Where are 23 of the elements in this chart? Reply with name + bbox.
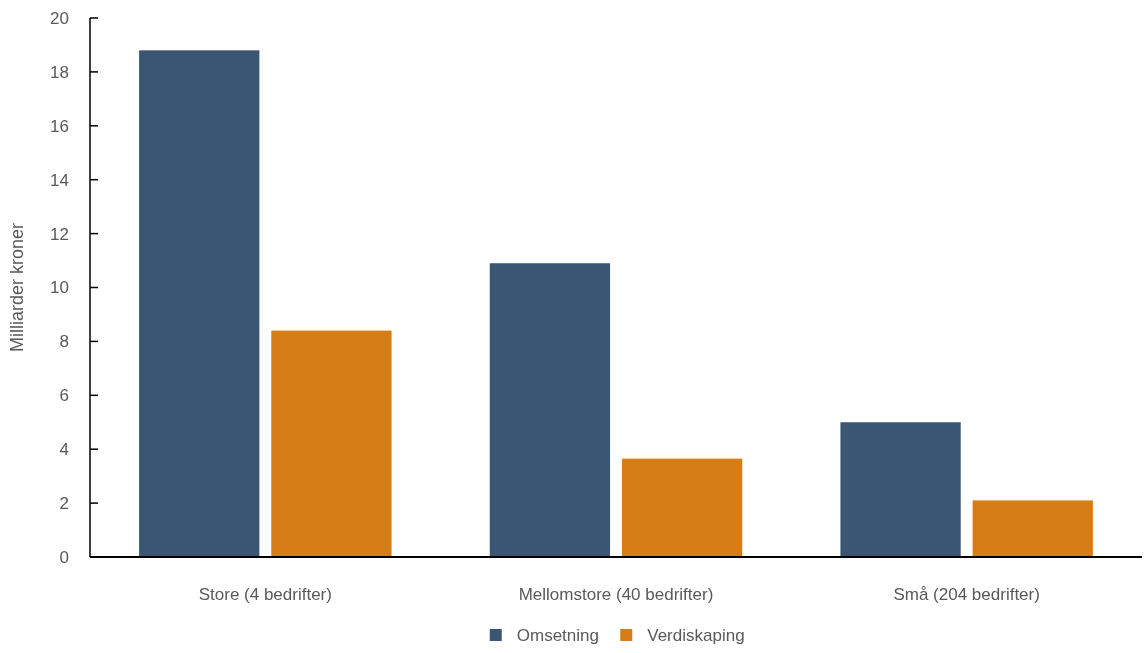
y-tick-label: 2 (59, 494, 69, 514)
bar (972, 500, 1093, 557)
y-tick-label: 0 (59, 547, 69, 567)
bar (489, 263, 611, 557)
bar (840, 422, 961, 557)
y-axis-title: Milliarder kroner (7, 222, 27, 353)
y-tick-label: 6 (59, 386, 69, 406)
legend-label: Verdiskaping (647, 625, 745, 645)
y-tick-label: 20 (50, 8, 69, 28)
legend-label: Omsetning (516, 625, 599, 645)
y-tick-label: 8 (59, 332, 69, 352)
bar (621, 458, 743, 557)
x-tick-label: Små (204 bedrifter) (893, 584, 1040, 604)
bar (139, 50, 260, 557)
y-tick-label: 16 (50, 116, 69, 136)
bar (271, 330, 392, 557)
y-tick-label: 10 (50, 278, 69, 298)
y-tick-label: 14 (50, 170, 69, 190)
y-tick-label: 18 (50, 62, 69, 82)
x-tick-label: Store (4 bedrifter) (198, 584, 332, 604)
y-tick-label: 4 (59, 440, 69, 460)
y-tick-label: 12 (50, 224, 69, 244)
x-tick-label: Mellomstore (40 bedrifter) (518, 584, 714, 604)
